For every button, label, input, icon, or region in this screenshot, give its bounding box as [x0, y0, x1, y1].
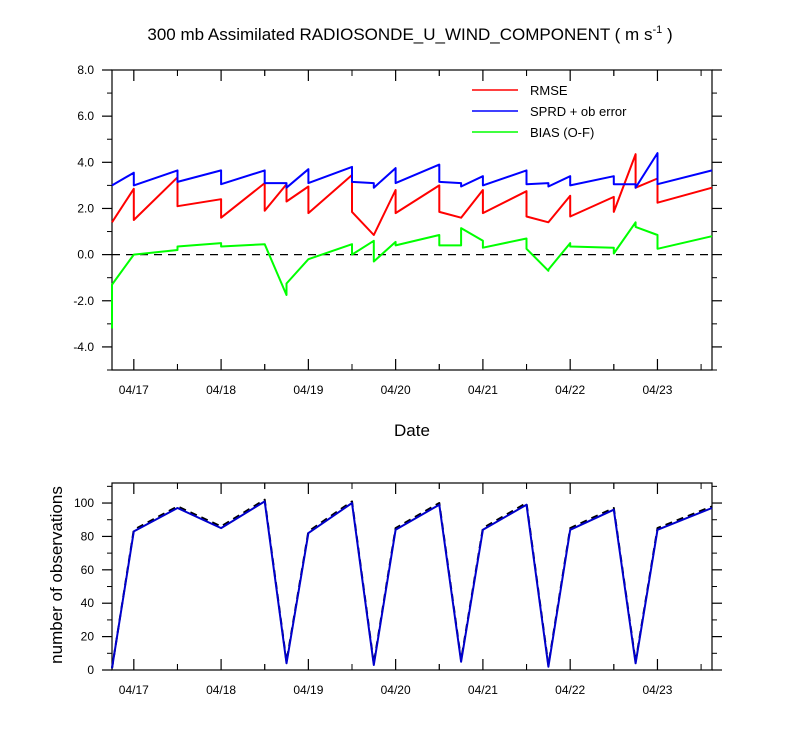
bottom-x-tick-label: 04/21 [468, 683, 498, 697]
bottom-y-tick-label: 40 [81, 596, 95, 610]
top-y-tick-label: -4.0 [73, 340, 94, 354]
bottom-y-tick-label: 100 [74, 496, 94, 510]
bottom-x-tick-label: 04/22 [555, 683, 585, 697]
x-axis-title: Date [394, 421, 430, 440]
bottom-series-used [112, 501, 712, 668]
legend-label-sprd: SPRD + ob error [530, 104, 627, 119]
bottom-y-tick-label: 80 [81, 529, 95, 543]
top-series-bias-o-f [112, 222, 712, 328]
top-y-tick-label: 6.0 [77, 109, 94, 123]
top-x-tick-label: 04/23 [642, 383, 672, 397]
top-y-tick-label: -2.0 [73, 294, 94, 308]
top-series-sprd-ob-error [112, 153, 712, 188]
bottom-x-tick-label: 04/23 [642, 683, 672, 697]
bottom-plot-frame [112, 483, 712, 670]
chart-figure: 300 mb Assimilated RADIOSONDE_U_WIND_COM… [0, 0, 800, 750]
legend-label-rmse: RMSE [530, 83, 568, 98]
top-y-tick-label: 0.0 [77, 248, 94, 262]
top-y-tick-label: 4.0 [77, 155, 94, 169]
title-close: ) [662, 25, 672, 44]
bottom-y-axis-title: number of observations [47, 486, 66, 664]
title-superscript: -1 [652, 24, 662, 36]
top-x-tick-label: 04/18 [206, 383, 236, 397]
top-x-tick-label: 04/20 [381, 383, 411, 397]
top-y-tick-label: 2.0 [77, 201, 94, 215]
bottom-x-tick-label: 04/19 [293, 683, 323, 697]
bottom-y-tick-label: 60 [81, 563, 95, 577]
bottom-y-tick-label: 0 [87, 663, 94, 677]
bottom-series-possible [112, 500, 712, 669]
legend: RMSE SPRD + ob error BIAS (O-F) [472, 83, 627, 140]
top-x-tick-label: 04/22 [555, 383, 585, 397]
bottom-x-tick-label: 04/18 [206, 683, 236, 697]
top-series-rmse [112, 154, 712, 235]
legend-label-bias: BIAS (O-F) [530, 125, 594, 140]
bottom-x-tick-label: 04/20 [381, 683, 411, 697]
top-x-tick-label: 04/19 [293, 383, 323, 397]
top-x-tick-label: 04/17 [119, 383, 149, 397]
top-x-tick-label: 04/21 [468, 383, 498, 397]
bottom-y-tick-label: 20 [81, 630, 95, 644]
top-y-tick-label: 8.0 [77, 63, 94, 77]
bottom-x-tick-label: 04/17 [119, 683, 149, 697]
chart-title: 300 mb Assimilated RADIOSONDE_U_WIND_COM… [147, 24, 672, 44]
